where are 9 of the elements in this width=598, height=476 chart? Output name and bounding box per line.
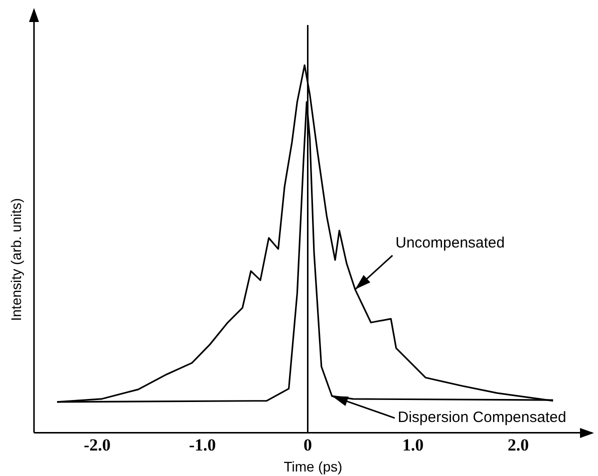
x-tick-label: 1.0 — [402, 435, 424, 454]
x-tick-label: 0 — [303, 435, 312, 454]
y-axis-title: Intensity (arb. units) — [8, 198, 25, 324]
annotation: Dispersion Compensated — [398, 409, 566, 426]
x-tick-label: -2.0 — [84, 435, 111, 454]
x-tick-label: -1.0 — [188, 435, 216, 454]
x-tick-label: 2.0 — [508, 435, 529, 454]
x-axis-title: Time (ps) — [284, 458, 342, 474]
annotation: Uncompensated — [395, 234, 505, 252]
